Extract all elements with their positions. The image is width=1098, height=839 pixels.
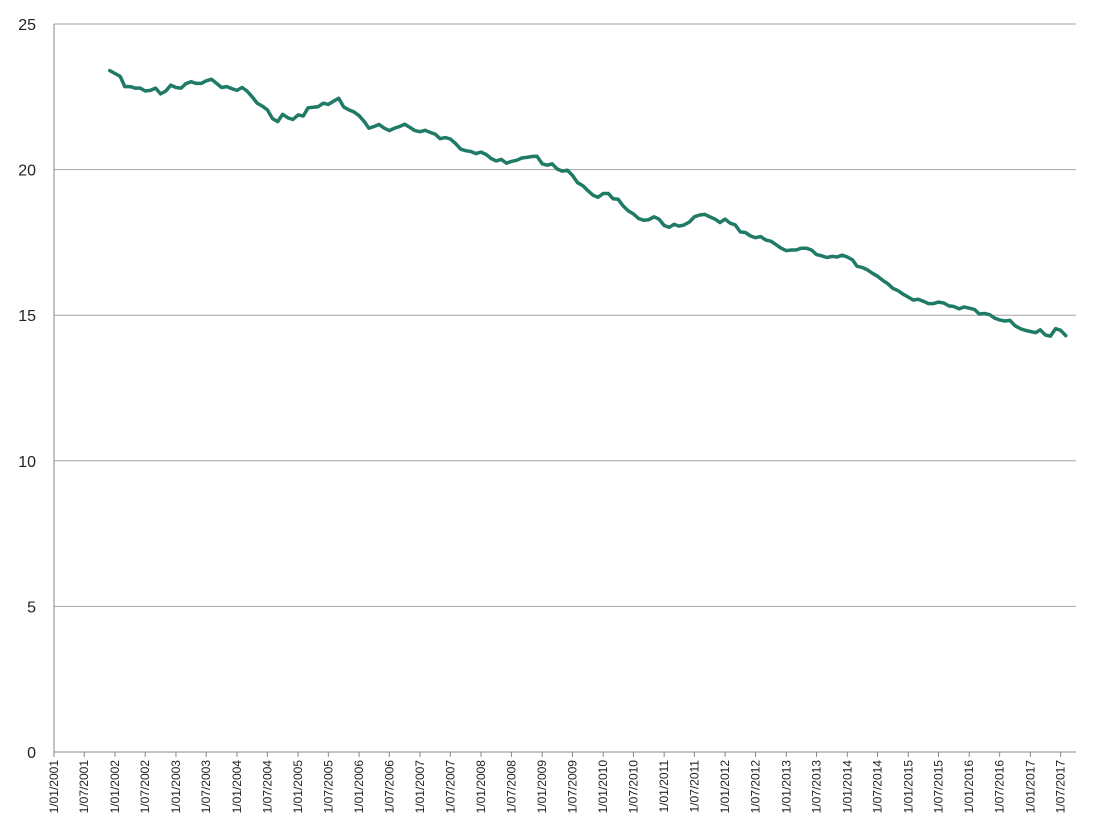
- y-tick-label: 0: [27, 745, 36, 762]
- x-tick-label: 1/01/2016: [962, 760, 976, 814]
- x-tick-label: 1/01/2004: [230, 760, 244, 814]
- x-tick-label: 1/07/2003: [199, 760, 213, 814]
- y-tick-label: 25: [18, 17, 36, 34]
- x-tick-label: 1/01/2011: [657, 760, 671, 813]
- x-axis: 1/01/2001 1/07/2001 1/01/2002 1/07/2002 1/01…: [47, 752, 1068, 813]
- series-group: [108, 68, 1068, 338]
- x-tick-label: 1/01/2008: [474, 760, 488, 814]
- x-tick-label: 1/07/2005: [321, 760, 335, 814]
- x-tick-label: 1/01/2001: [47, 760, 61, 814]
- x-tick-label: 1/01/2009: [535, 760, 549, 814]
- x-tick-label: 1/01/2005: [291, 760, 305, 814]
- x-tick-label: 1/07/2006: [382, 760, 396, 814]
- x-tick-label: 1/07/2002: [138, 760, 152, 814]
- y-tick-label: 20: [18, 163, 36, 180]
- y-tick-label: 15: [18, 308, 36, 325]
- x-tick-label: 1/07/2001: [77, 760, 91, 814]
- x-tick-label: 1/07/2010: [626, 760, 640, 814]
- x-tick-label: 1/07/2014: [871, 760, 885, 814]
- y-tick-label: 5: [27, 599, 36, 616]
- x-tick-label: 1/01/2017: [1023, 760, 1037, 814]
- x-tick-label: 1/07/2016: [993, 760, 1007, 814]
- x-tick-label: 1/07/2004: [260, 760, 274, 814]
- x-tick-label: 1/01/2003: [169, 760, 183, 814]
- x-tick-label: 1/07/2017: [1054, 760, 1068, 814]
- x-tick-label: 1/07/2015: [931, 760, 945, 814]
- x-tick-label: 1/07/2008: [504, 760, 518, 814]
- y-tick-label: 10: [18, 454, 36, 471]
- x-tick-label: 1/01/2014: [840, 760, 854, 814]
- y-gridlines: [54, 23, 1076, 607]
- x-tick-label: 1/01/2012: [718, 760, 732, 814]
- x-tick-label: 1/01/2010: [596, 760, 610, 814]
- x-tick-label: 1/01/2002: [108, 760, 122, 814]
- x-tick-label: 1/07/2011: [687, 760, 701, 813]
- x-tick-label: 1/01/2013: [779, 760, 793, 814]
- x-tick-label: 1/01/2006: [352, 760, 366, 814]
- series-line: [108, 68, 1068, 338]
- x-tick-label: 1/07/2007: [443, 760, 457, 814]
- x-tick-label: 1/07/2012: [749, 760, 763, 814]
- x-tick-label: 1/07/2013: [810, 760, 824, 814]
- x-tick-label: 1/07/2009: [565, 760, 579, 814]
- x-tick-label: 1/01/2015: [901, 760, 915, 814]
- x-tick-label: 1/01/2007: [413, 760, 427, 814]
- y-axis: 0 5 10 15 20 25: [18, 17, 36, 762]
